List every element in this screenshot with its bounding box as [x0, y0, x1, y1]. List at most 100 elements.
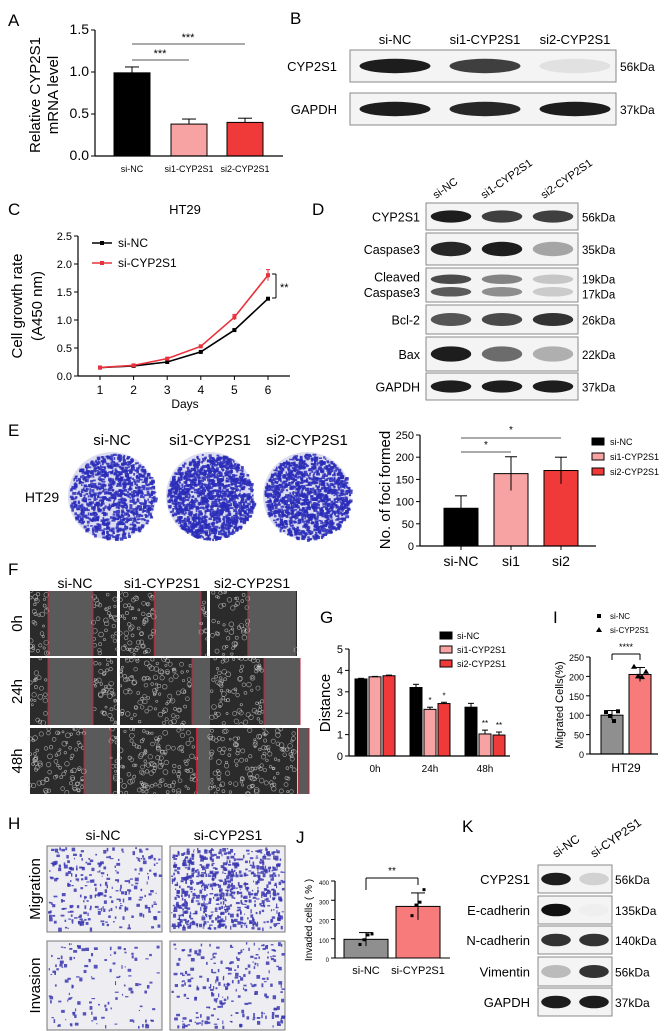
blot-band — [539, 58, 611, 74]
stain-speck — [235, 522, 237, 526]
stain-speck — [311, 466, 315, 469]
stain-speck — [340, 489, 344, 492]
stained-cell — [260, 870, 264, 874]
stain-speck — [291, 499, 294, 503]
stain-speck — [205, 501, 209, 505]
kda-label: 37kDa — [615, 996, 650, 1010]
cell — [231, 688, 237, 694]
stain-speck — [339, 483, 344, 486]
stain-speck — [195, 516, 198, 520]
stain-speck — [321, 460, 324, 464]
stained-cell — [109, 858, 114, 860]
stain-speck — [322, 505, 326, 508]
stain-speck — [309, 490, 313, 493]
stain-speck — [206, 486, 209, 490]
stained-cell — [70, 914, 73, 917]
stain-speck — [206, 538, 209, 541]
stain-speck — [196, 474, 199, 478]
blot-band — [481, 241, 523, 257]
stain-speck — [115, 535, 119, 538]
cell — [160, 763, 164, 767]
row-label: 48h — [9, 748, 26, 773]
stain-speck — [219, 487, 222, 491]
cell — [125, 657, 131, 663]
stain-speck — [296, 526, 299, 530]
cell — [137, 719, 142, 724]
stain-speck — [95, 525, 100, 528]
cell — [223, 677, 227, 681]
stained-cell — [106, 856, 109, 859]
stain-speck — [73, 501, 76, 504]
stain-speck — [102, 511, 105, 514]
cell — [113, 704, 120, 711]
stain-speck — [126, 461, 131, 464]
stain-speck — [226, 525, 229, 529]
stain-speck — [288, 472, 292, 475]
stain-speck — [237, 509, 240, 512]
cell — [172, 763, 177, 768]
stain-speck — [332, 488, 337, 493]
stain-speck — [319, 463, 323, 467]
stain-speck — [141, 466, 145, 469]
stain-speck — [135, 508, 138, 511]
cell — [33, 612, 38, 616]
stain-speck — [321, 488, 324, 490]
stain-speck — [103, 488, 107, 491]
stain-speck — [195, 523, 199, 526]
cell — [122, 674, 128, 679]
stain-speck — [247, 510, 251, 514]
stain-speck — [291, 506, 295, 509]
cell — [97, 650, 102, 656]
stain-speck — [342, 498, 346, 501]
stain-speck — [334, 492, 338, 496]
cell — [35, 649, 40, 653]
cell — [202, 600, 206, 605]
stain-speck — [177, 480, 181, 483]
stain-speck — [329, 478, 333, 482]
stain-speck — [293, 455, 296, 459]
stain-speck — [136, 497, 139, 501]
data-point — [643, 668, 649, 674]
cell — [133, 667, 138, 672]
stain-speck — [239, 513, 242, 517]
stain-speck — [275, 477, 280, 480]
cell — [91, 594, 98, 600]
cell — [158, 692, 162, 696]
stain-speck — [151, 479, 155, 483]
stain-speck — [218, 456, 222, 460]
cell — [267, 751, 273, 757]
stain-speck — [194, 473, 197, 476]
stain-speck — [301, 493, 304, 497]
stain-speck — [196, 505, 200, 510]
stain-speck — [289, 521, 293, 524]
stained-cell — [65, 872, 69, 877]
lane-label: si1-CYP2S1 — [479, 157, 535, 201]
cell — [173, 707, 177, 711]
stain-speck — [215, 510, 219, 514]
stain-speck — [297, 522, 301, 525]
stain-speck — [275, 497, 279, 500]
stain-speck — [110, 464, 113, 467]
stain-speck — [183, 513, 186, 516]
cell — [140, 643, 146, 649]
stain-speck — [239, 518, 242, 521]
stain-speck — [212, 491, 215, 494]
stain-speck — [301, 492, 306, 496]
stain-speck — [247, 507, 250, 511]
cell — [238, 710, 244, 716]
stain-speck — [80, 504, 82, 509]
stain-speck — [224, 464, 228, 467]
stained-cell — [156, 862, 158, 864]
stain-speck — [198, 507, 201, 510]
stain-speck — [232, 501, 235, 504]
stain-speck — [124, 473, 127, 477]
cell — [133, 705, 139, 710]
stain-speck — [178, 507, 183, 512]
stain-speck — [190, 467, 193, 472]
blot-band — [539, 101, 611, 117]
stain-speck — [98, 476, 101, 479]
cell — [269, 765, 273, 769]
stain-speck — [219, 463, 224, 467]
cell — [152, 674, 159, 680]
stain-speck — [186, 478, 190, 481]
